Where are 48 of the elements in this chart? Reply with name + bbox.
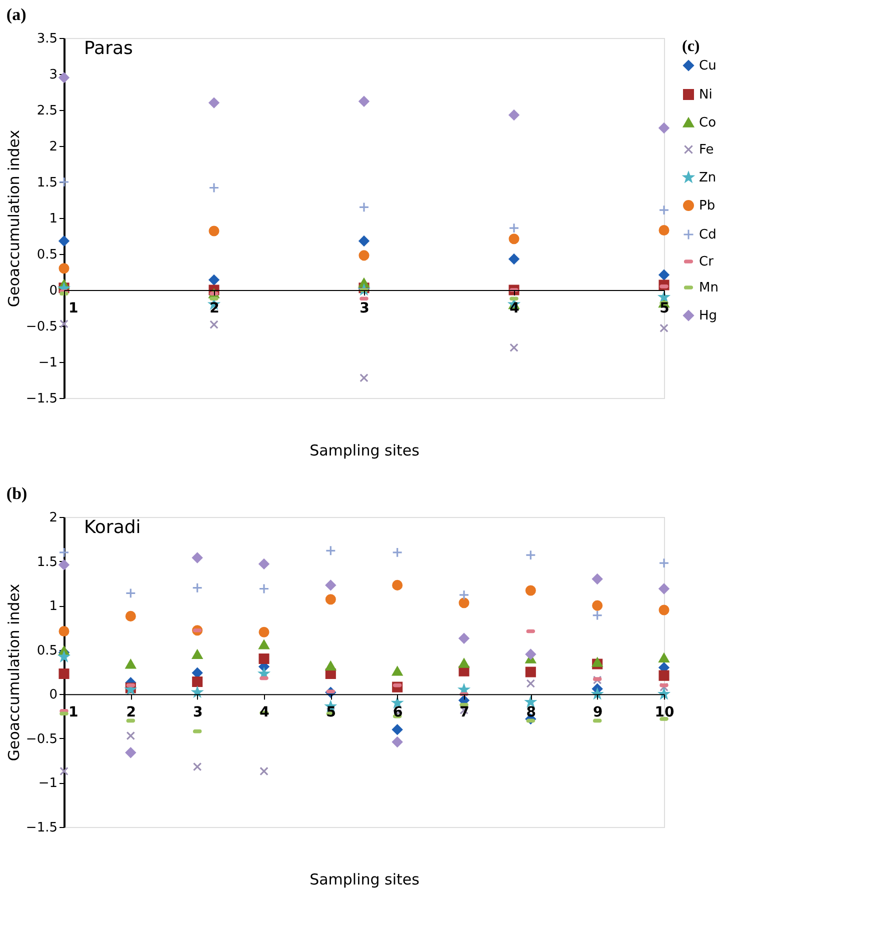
legend-label: Zn (699, 170, 716, 186)
x-tick-label: 2 (126, 704, 136, 721)
legend-label: Hg (699, 308, 718, 324)
text: (a) (6, 5, 26, 24)
legend-label: Ni (699, 88, 712, 102)
x-tick-label: 9 (592, 704, 603, 721)
legend-label: Cr (699, 254, 714, 270)
legend-label: Mn (699, 280, 718, 296)
chart-title: Paras (84, 38, 133, 59)
x-axis-title: Sampling sites (310, 442, 420, 460)
y-tick-label: −1 (38, 356, 58, 370)
y-tick-label: −1.5 (26, 820, 58, 836)
x-tick-label: 3 (192, 704, 203, 721)
x-tick-label: 3 (360, 300, 370, 316)
y-axis-title: Geoaccumulation index (4, 584, 23, 762)
y-tick-label: 2 (49, 140, 58, 154)
y-tick-label: −1.5 (26, 392, 58, 406)
chart-title: Koradi (84, 517, 141, 538)
x-tick-label: 7 (460, 704, 470, 721)
x-tick-label: 4 (260, 704, 270, 721)
legend-label: Cd (699, 228, 716, 242)
y-tick-label: 3 (49, 68, 58, 82)
y-tick-label: 0.5 (36, 248, 58, 262)
y-tick-label: 1 (49, 212, 58, 226)
legend-title: (c) (682, 38, 700, 55)
x-axis-title: Sampling sites (310, 870, 420, 888)
y-axis-title: Geoaccumulation index (4, 130, 23, 308)
y-tick-label: 0 (49, 688, 58, 703)
y-tick-label: 1.5 (36, 176, 58, 190)
legend-label: Cu (699, 58, 716, 74)
x-tick-label: 1 (68, 704, 78, 721)
y-tick-label: 1 (49, 599, 58, 614)
y-tick-label: 2 (49, 510, 58, 526)
x-tick-label: 1 (68, 300, 78, 316)
legend-label: Fe (699, 142, 714, 158)
y-tick-label: 0.5 (36, 643, 58, 658)
y-tick-label: 3.5 (36, 32, 58, 46)
y-tick-label: −0.5 (26, 320, 58, 334)
legend-label: Co (699, 116, 716, 130)
y-tick-label: −1 (38, 776, 58, 792)
legend-label: Pb (699, 198, 716, 214)
x-tick-label: 10 (654, 704, 674, 721)
y-tick-label: 1.5 (36, 554, 58, 570)
y-tick-label: 0 (49, 284, 58, 298)
text: (b) (6, 484, 28, 503)
y-tick-label: 2.5 (36, 104, 58, 118)
y-tick-label: −0.5 (26, 732, 58, 747)
x-tick-label: 6 (392, 704, 403, 721)
